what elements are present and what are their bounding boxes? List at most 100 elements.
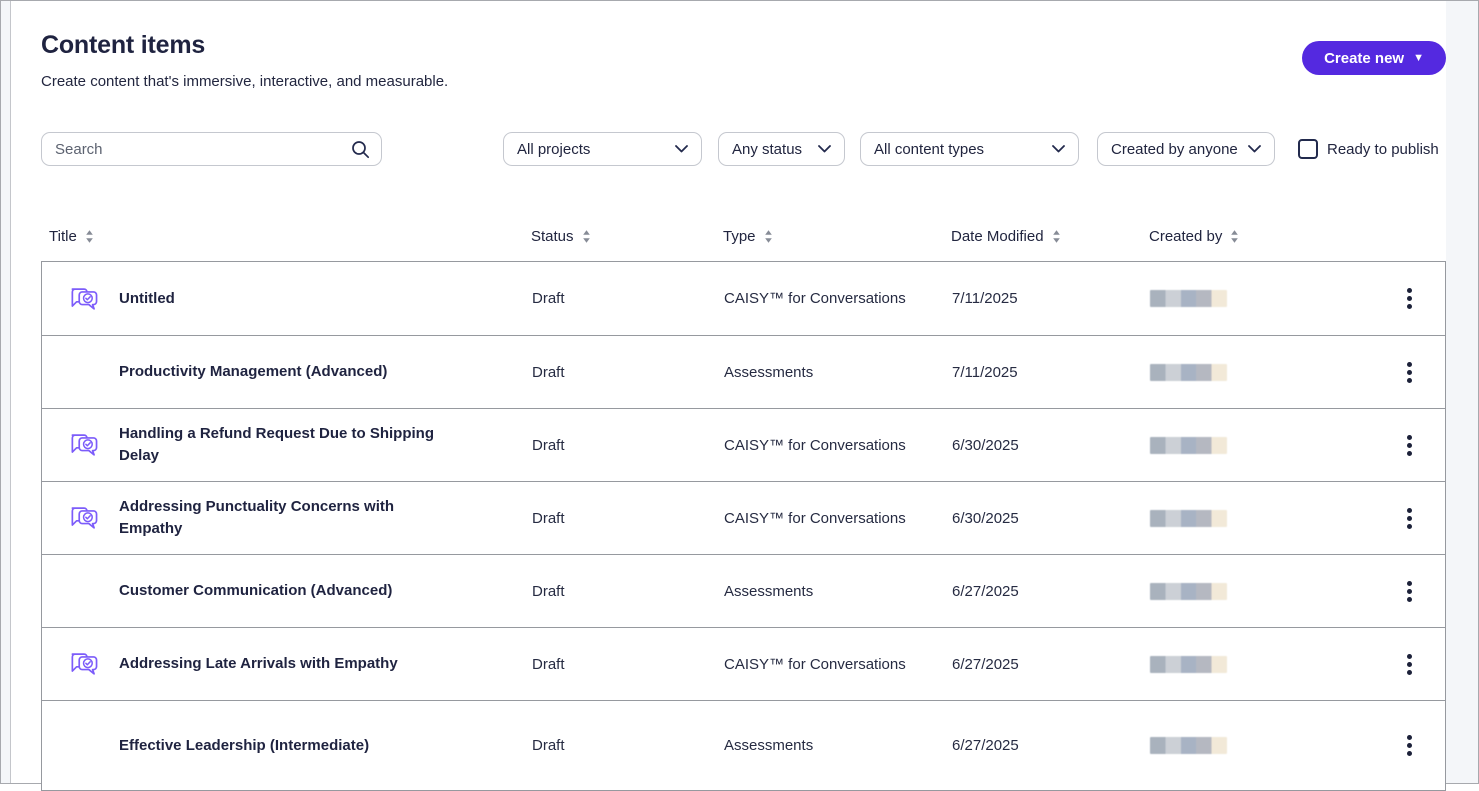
create-new-label: Create new xyxy=(1324,49,1405,67)
content-item-title[interactable]: Addressing Punctuality Concerns with Emp… xyxy=(119,498,395,537)
table-body: Untitled Draft CAISY™ for Conversations … xyxy=(41,261,1446,791)
conversation-icon xyxy=(71,287,98,310)
caret-down-icon: ▼ xyxy=(1413,51,1424,64)
ready-to-publish-label: Ready to publish xyxy=(1327,140,1439,158)
type-cell: Assessments xyxy=(724,363,814,381)
date-modified-cell: 6/30/2025 xyxy=(952,509,1019,527)
assessment-icon xyxy=(75,734,97,754)
status-cell: Draft xyxy=(532,290,565,307)
sort-icon xyxy=(85,229,93,243)
status-cell: Draft xyxy=(532,737,565,754)
content-type-filter-label: All content types xyxy=(874,140,985,158)
content-item-title[interactable]: Untitled xyxy=(119,289,175,307)
sort-icon xyxy=(582,229,590,243)
redacted-creator-name xyxy=(1150,363,1227,381)
date-modified-cell: 6/27/2025 xyxy=(952,737,1019,754)
redacted-creator-name xyxy=(1150,582,1227,600)
created-by-cell xyxy=(1150,737,1390,754)
page-left-gutter xyxy=(1,1,11,783)
redacted-creator-name xyxy=(1150,655,1227,673)
search-box xyxy=(41,132,382,166)
projects-filter-label: All projects xyxy=(517,140,591,158)
creator-filter-dropdown[interactable]: Created by anyone xyxy=(1097,132,1275,166)
title-cell: Addressing Punctuality Concerns with Emp… xyxy=(42,482,532,554)
title-cell: Customer Communication (Advanced) xyxy=(42,561,532,621)
type-cell: CAISY™ for Conversations xyxy=(724,509,906,527)
created-by-cell xyxy=(1150,509,1390,527)
column-header-created-by[interactable]: Created by xyxy=(1149,228,1391,245)
page-header: Content items Create content that's imme… xyxy=(41,31,1446,90)
page-right-gutter xyxy=(1445,1,1478,783)
chevron-down-icon xyxy=(1248,145,1261,153)
content-item-title[interactable]: Customer Communication (Advanced) xyxy=(119,582,393,599)
search-icon xyxy=(352,141,370,159)
type-cell: CAISY™ for Conversations xyxy=(724,655,906,673)
date-modified-cell: 6/27/2025 xyxy=(952,582,1019,600)
title-cell: Untitled xyxy=(42,269,532,329)
search-input[interactable] xyxy=(41,132,382,166)
table-row[interactable]: Untitled Draft CAISY™ for Conversations … xyxy=(42,262,1445,335)
conversation-icon xyxy=(71,434,98,456)
creator-filter-label: Created by anyone xyxy=(1111,140,1238,158)
status-cell: Draft xyxy=(532,509,565,527)
column-header-status[interactable]: Status xyxy=(531,228,723,245)
created-by-cell xyxy=(1150,363,1390,381)
content-item-title[interactable]: Productivity Management (Advanced) xyxy=(119,363,388,380)
created-by-cell xyxy=(1150,290,1390,307)
title-cell: Addressing Late Arrivals with Empathy xyxy=(42,634,532,694)
table-header: Title Status Type Date Modified Created … xyxy=(41,211,1446,261)
date-modified-cell: 6/27/2025 xyxy=(952,655,1019,673)
created-by-cell xyxy=(1150,436,1390,454)
date-modified-cell: 6/30/2025 xyxy=(952,436,1019,454)
row-actions-kebab-button[interactable] xyxy=(1396,282,1422,316)
table-row[interactable]: Handling a Refund Request Due to Shippin… xyxy=(42,408,1445,481)
table-row[interactable]: Productivity Management (Advanced) Draft… xyxy=(42,335,1445,408)
assessment-icon xyxy=(75,580,97,599)
status-cell: Draft xyxy=(532,363,565,381)
content-item-title[interactable]: Handling a Refund Request Due to Shippin… xyxy=(119,425,434,464)
sort-icon xyxy=(1231,229,1239,243)
type-cell: CAISY™ for Conversations xyxy=(724,436,906,454)
ready-to-publish-filter[interactable]: Ready to publish xyxy=(1298,139,1439,159)
projects-filter-dropdown[interactable]: All projects xyxy=(503,132,702,166)
table-row[interactable]: Customer Communication (Advanced) Draft … xyxy=(42,554,1445,627)
redacted-creator-name xyxy=(1150,290,1227,307)
redacted-creator-name xyxy=(1150,436,1227,454)
content-item-title[interactable]: Effective Leadership (Intermediate) xyxy=(119,736,370,754)
row-actions-kebab-button[interactable] xyxy=(1396,647,1422,681)
conversation-icon xyxy=(71,653,98,675)
title-cell: Handling a Refund Request Due to Shippin… xyxy=(42,409,532,481)
table-row[interactable]: Addressing Punctuality Concerns with Emp… xyxy=(42,481,1445,554)
row-actions-kebab-button[interactable] xyxy=(1396,428,1422,462)
page-title: Content items xyxy=(41,31,206,59)
title-cell: Effective Leadership (Intermediate) xyxy=(42,716,532,776)
row-actions-kebab-button[interactable] xyxy=(1396,574,1422,608)
assessment-icon xyxy=(75,361,97,380)
status-cell: Draft xyxy=(532,582,565,600)
column-header-title[interactable]: Title xyxy=(41,228,531,245)
ready-to-publish-checkbox[interactable] xyxy=(1298,139,1318,159)
status-filter-label: Any status xyxy=(732,140,803,158)
create-new-button[interactable]: Create new ▼ xyxy=(1302,41,1446,75)
created-by-cell xyxy=(1150,582,1390,600)
content-item-title[interactable]: Addressing Late Arrivals with Empathy xyxy=(119,655,398,672)
page-subtitle: Create content that's immersive, interac… xyxy=(41,73,449,90)
date-modified-cell: 7/11/2025 xyxy=(952,290,1018,307)
table-row[interactable]: Effective Leadership (Intermediate) Draf… xyxy=(42,700,1445,790)
redacted-creator-name xyxy=(1150,509,1227,527)
row-actions-kebab-button[interactable] xyxy=(1396,729,1422,763)
type-cell: CAISY™ for Conversations xyxy=(724,290,906,307)
sort-icon xyxy=(764,229,772,243)
table-row[interactable]: Addressing Late Arrivals with Empathy Dr… xyxy=(42,627,1445,700)
chevron-down-icon xyxy=(818,145,831,153)
type-cell: Assessments xyxy=(724,582,814,600)
date-modified-cell: 7/11/2025 xyxy=(952,363,1018,381)
column-header-type[interactable]: Type xyxy=(723,228,951,245)
status-cell: Draft xyxy=(532,655,565,673)
column-header-date-modified[interactable]: Date Modified xyxy=(951,228,1149,245)
sort-icon xyxy=(1052,229,1060,243)
row-actions-kebab-button[interactable] xyxy=(1396,501,1422,535)
content-type-filter-dropdown[interactable]: All content types xyxy=(860,132,1079,166)
status-filter-dropdown[interactable]: Any status xyxy=(718,132,845,166)
row-actions-kebab-button[interactable] xyxy=(1396,355,1422,389)
